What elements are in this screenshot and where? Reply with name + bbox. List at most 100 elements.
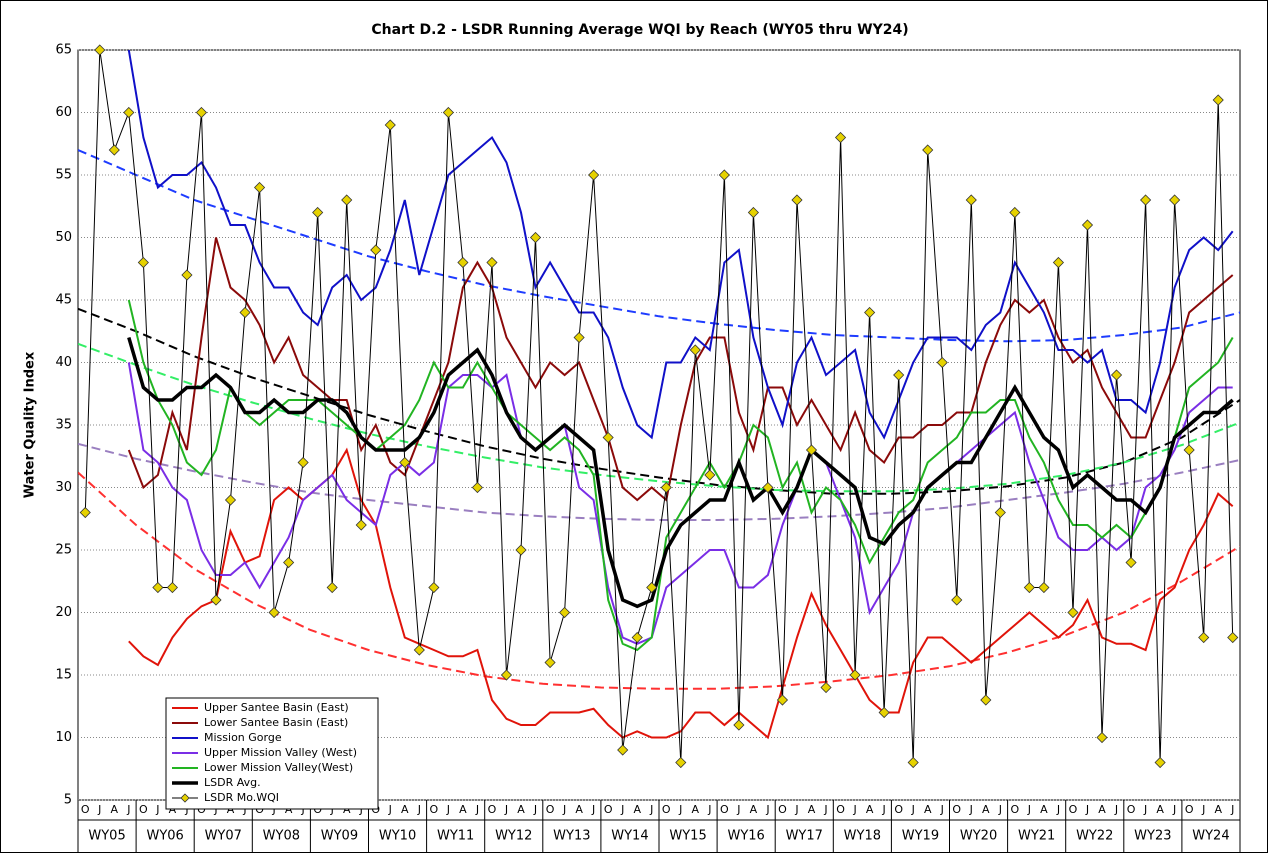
x-tick-label: J [852,803,856,816]
data-point [515,544,527,556]
data-point [573,331,585,344]
data-point [399,456,411,469]
x-tick-label: J [911,803,915,816]
x-tick-label: J [882,803,886,816]
y-tick-label: 40 [55,355,72,370]
group-label: WY13 [553,829,590,844]
x-tick-label: J [707,803,711,816]
x-tick-label: A [633,803,641,816]
data-point [239,306,251,319]
series-line [127,50,1234,440]
data-point [733,719,745,731]
series-line [127,362,1233,645]
data-point [762,481,774,494]
data-point [471,481,484,494]
chart-title: Chart D.2 - LSDR Running Average WQI by … [371,22,908,38]
data-point [965,194,977,206]
data-point [864,306,876,319]
group-label: WY14 [611,829,648,844]
y-tick-label: 60 [55,105,72,120]
data-point [907,756,919,769]
x-tick-label: J [794,803,798,816]
x-tick-label: O [1011,803,1020,816]
x-tick-label: O [720,803,729,816]
x-tick-label: J [736,803,740,816]
data-point [529,231,542,244]
data-point [1125,556,1137,569]
series-line [127,237,1234,502]
x-tick-label: J [1230,803,1234,816]
x-tick-label: J [1085,803,1089,816]
data-point [544,656,556,669]
trend-line [78,307,1240,495]
data-point [980,694,992,706]
x-tick-label: J [126,803,130,816]
x-tick-label: O [139,803,148,816]
data-point [1227,631,1239,644]
legend-box [165,697,379,810]
data-point [893,369,905,381]
x-tick-label: O [81,803,90,816]
data-point [559,606,571,619]
x-tick-label: O [836,803,845,816]
data-point [108,144,120,156]
x-tick-label: J [1143,803,1147,816]
x-tick-label: J [504,803,508,816]
y-tick-label: 25 [55,543,72,558]
x-tick-label: J [940,803,944,816]
data-point [675,756,687,769]
x-tick-label: A [401,803,409,816]
y-tick-label: 20 [55,605,72,620]
y-axis-label: Water Quality Index [23,351,38,498]
group-label: WY22 [1076,829,1113,844]
x-tick-label: J [533,803,537,816]
x-tick-label: J [1114,803,1118,816]
x-tick-label: J [1027,803,1031,816]
data-point [297,456,309,469]
data-point [602,431,614,444]
data-point [1081,219,1094,231]
legend-marker [180,793,190,803]
data-point [137,256,149,269]
x-tick-label: A [866,803,874,816]
trend-line [78,442,1240,521]
y-tick-label: 50 [55,230,72,245]
data-point [820,681,832,694]
x-tick-label: O [488,803,497,816]
x-tick-label: A [924,803,932,816]
group-label: WY09 [321,829,358,844]
x-tick-label: J [969,803,973,816]
data-point [791,194,803,206]
data-point [834,131,847,144]
data-point [370,244,382,256]
data-point [1009,206,1021,219]
x-tick-label: J [1201,803,1205,816]
data-point [253,181,266,194]
group-label: WY05 [88,829,125,844]
data-point [660,481,672,494]
x-tick-label: J [388,803,392,816]
data-point [442,106,454,119]
data-point [384,119,396,131]
series-line [127,337,1234,609]
data-point [1110,369,1123,381]
data-point [486,256,498,269]
data-point [210,594,222,606]
x-tick-label: O [952,803,961,816]
x-tick-label: A [1214,803,1222,816]
group-label: WY20 [960,829,997,844]
x-tick-label: A [692,803,700,816]
group-label: WY10 [379,829,416,844]
data-point [152,581,164,594]
x-tick-label: J [155,803,159,816]
x-tick-label: A [575,803,583,816]
x-tick-label: J [446,803,450,816]
group-label: WY12 [495,829,532,844]
data-point [326,581,338,594]
x-tick-label: O [604,803,613,816]
group-label: WY17 [786,829,823,844]
x-tick-label: A [1098,803,1106,816]
data-point [341,194,353,206]
legend-label: LSDR Mo.WQI [204,791,279,804]
